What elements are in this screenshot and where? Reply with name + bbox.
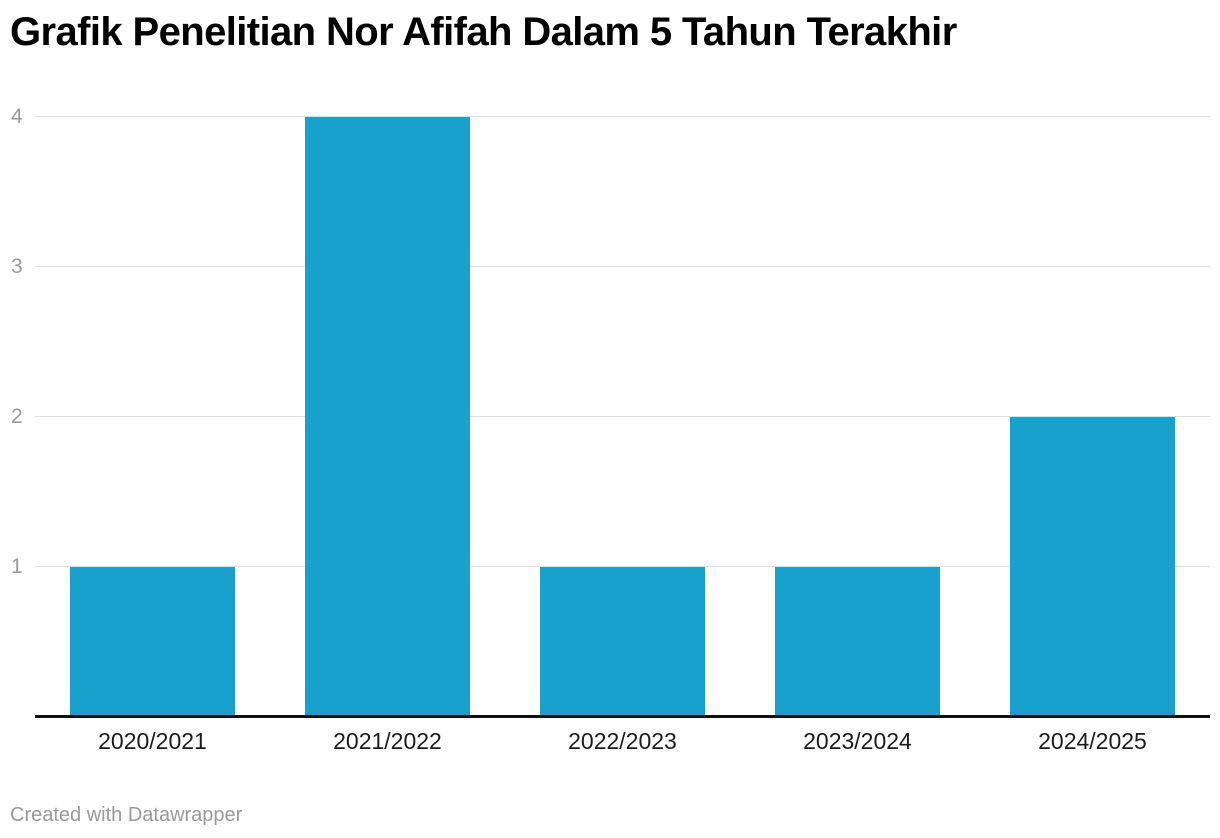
y-axis-tick-label-1: 1 xyxy=(11,555,23,578)
bar-2021-2022[interactable] xyxy=(305,117,470,717)
gridline-y-3 xyxy=(35,266,1210,267)
x-axis-tick-label-2020-2021: 2020/2021 xyxy=(98,728,207,754)
bar-2024-2025[interactable] xyxy=(1010,417,1175,717)
datawrapper-credit-link[interactable]: Created with Datawrapper xyxy=(10,804,243,826)
y-axis-tick-label-4: 4 xyxy=(11,105,23,128)
bar-2022-2023[interactable] xyxy=(540,567,705,717)
chart-title: Grafik Penelitian Nor Afifah Dalam 5 Tah… xyxy=(10,10,957,54)
x-axis-tick-label-2023-2024: 2023/2024 xyxy=(803,728,912,754)
x-axis-tick-label-2024-2025: 2024/2025 xyxy=(1038,728,1147,754)
x-axis-line xyxy=(35,715,1210,718)
x-axis-tick-label-2021-2022: 2021/2022 xyxy=(333,728,442,754)
y-axis-tick-label-3: 3 xyxy=(11,255,23,278)
gridline-y-1 xyxy=(35,566,1210,567)
x-axis-tick-label-2022-2023: 2022/2023 xyxy=(568,728,677,754)
gridline-y-4 xyxy=(35,116,1210,117)
y-axis-tick-label-2: 2 xyxy=(11,405,23,428)
bar-2023-2024[interactable] xyxy=(775,567,940,717)
bar-2020-2021[interactable] xyxy=(70,567,235,717)
gridline-y-2 xyxy=(35,416,1210,417)
